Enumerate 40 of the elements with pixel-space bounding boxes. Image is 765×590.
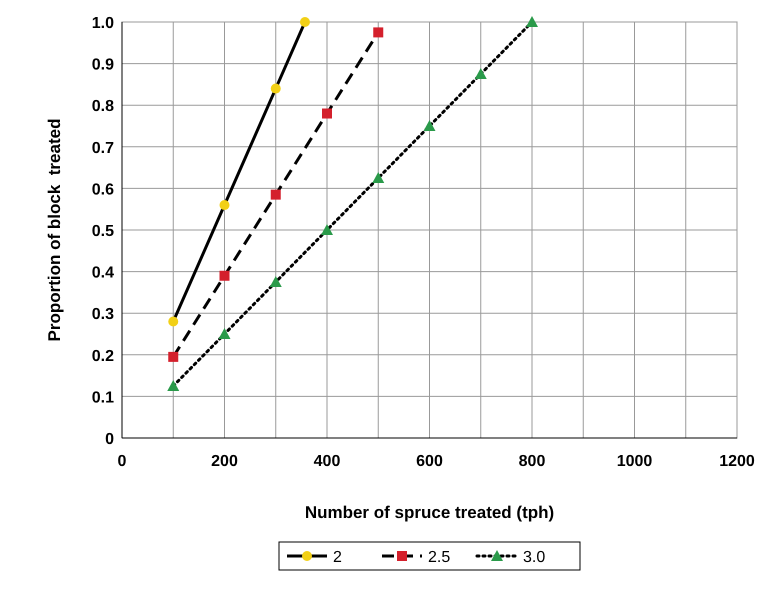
y-tick-label: 0.4 bbox=[92, 264, 114, 282]
x-tick-label: 600 bbox=[416, 453, 443, 470]
y-tick-label: 0.7 bbox=[92, 140, 114, 157]
point bbox=[167, 380, 180, 391]
y-tick-label: 0.9 bbox=[92, 56, 114, 74]
point bbox=[373, 27, 384, 38]
point bbox=[270, 276, 282, 287]
y-tick-label: 0.6 bbox=[92, 181, 114, 198]
point bbox=[322, 108, 332, 119]
point bbox=[474, 68, 487, 79]
legend-label: 2 bbox=[333, 549, 342, 566]
legend-label: 2.5 bbox=[428, 549, 450, 566]
point bbox=[424, 120, 436, 131]
y-tick-label: 1.0 bbox=[92, 15, 114, 32]
legend-label: 3.0 bbox=[523, 549, 546, 566]
y-tick-label: 0.2 bbox=[92, 348, 114, 365]
point bbox=[526, 16, 538, 27]
y-tick-label: 0.1 bbox=[92, 389, 114, 406]
point bbox=[270, 84, 281, 94]
x-tick-label: 400 bbox=[314, 453, 340, 470]
y-tick-label: 0.8 bbox=[92, 98, 114, 116]
y-tick-label: 0.5 bbox=[92, 223, 114, 240]
x-tick-label: 1000 bbox=[616, 453, 652, 470]
y-tick-label: 0.3 bbox=[92, 306, 114, 324]
x-tick-label: 0 bbox=[118, 453, 127, 470]
x-tick-label: 800 bbox=[518, 453, 546, 470]
point bbox=[218, 328, 230, 339]
y-tick-label: 0 bbox=[105, 431, 114, 448]
point bbox=[220, 270, 230, 281]
x-axis-title: Number of spruce treated (tph) bbox=[304, 503, 554, 522]
point bbox=[300, 17, 310, 27]
y-axis-title: Proportion of block treated bbox=[45, 118, 64, 342]
point bbox=[168, 352, 178, 362]
point bbox=[372, 172, 384, 183]
point bbox=[168, 316, 178, 327]
point bbox=[220, 200, 230, 210]
point bbox=[321, 224, 333, 235]
x-tick-label: 200 bbox=[211, 453, 238, 470]
x-tick-label: 1200 bbox=[719, 453, 755, 470]
point bbox=[270, 190, 281, 200]
